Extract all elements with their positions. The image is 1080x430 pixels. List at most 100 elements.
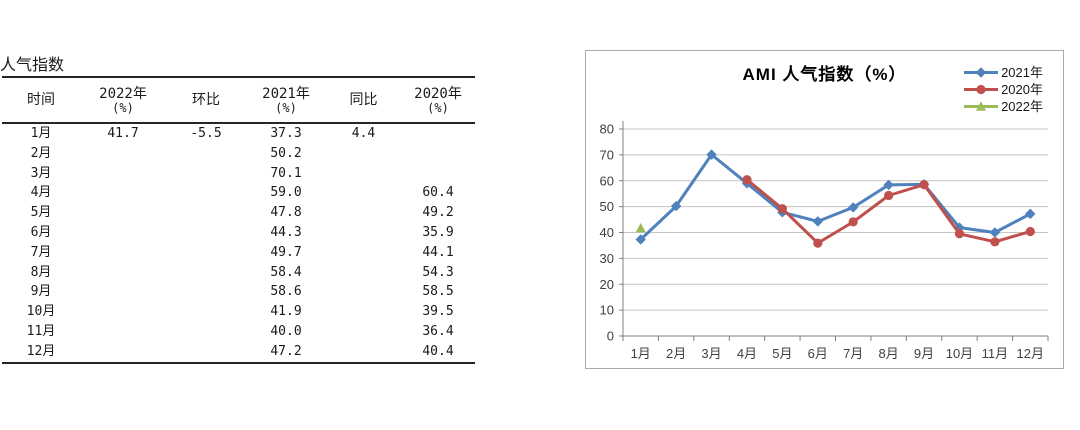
x-axis-tick-label: 6月 (808, 346, 828, 361)
table-cell: 37.3 (270, 126, 302, 141)
y-axis-tick-label: 20 (600, 277, 614, 292)
column-header: 环比 (166, 77, 246, 123)
table-cell: 58.4 (270, 264, 302, 280)
table-cell: 7月 (30, 244, 52, 260)
table-cell (166, 342, 246, 363)
data-point (813, 238, 823, 248)
table-cell: 49.2 (422, 205, 454, 221)
table-cell (166, 164, 246, 184)
table-cell: 70.1 (270, 165, 302, 181)
table-cell: 5月 (30, 205, 52, 221)
table-cell (326, 164, 401, 184)
table-cell (166, 183, 246, 203)
table-cell (326, 203, 401, 223)
column-header-label: 2021年 (262, 85, 310, 102)
table-cell: 54.3 (422, 264, 454, 280)
table-cell: 2月 (30, 145, 52, 161)
column-header-unit: (%) (112, 100, 134, 115)
legend-item: 2021年 (963, 64, 1043, 81)
y-axis-tick-label: 80 (600, 122, 614, 137)
table-cell (80, 243, 166, 263)
legend-marker-shape (976, 84, 986, 95)
y-axis-tick-label: 0 (607, 329, 614, 344)
table-row: 12月 47.2 40.4 (2, 342, 475, 363)
table-cell: 9月 (30, 284, 52, 300)
table-cell (326, 322, 401, 342)
x-axis-tick-label: 9月 (914, 346, 934, 361)
x-axis-tick-label: 3月 (701, 346, 721, 361)
x-axis-tick-label: 1月 (631, 346, 651, 361)
legend-item: 2020年 (963, 81, 1043, 98)
table-cell: 40.0 (270, 323, 302, 339)
x-axis-tick-label: 8月 (879, 346, 899, 361)
column-header: 2022年 (%) (80, 77, 166, 123)
column-header-label: 2022年 (99, 85, 147, 102)
data-point (812, 216, 823, 227)
table-body: 1月 41.7 -5.5 37.3 4.4 2月 50.2 3月 70.1 4月 59.0 60.4 5… (2, 123, 475, 363)
table-cell: 35.9 (422, 224, 454, 240)
table-cell (80, 322, 166, 342)
chart-title: AMI 人气指数（%） (742, 65, 907, 84)
table-cell (326, 302, 401, 322)
table-cell (326, 183, 401, 203)
legend-label: 2020年 (1001, 82, 1043, 97)
table-cell (326, 342, 401, 363)
table-cell: 41.7 (107, 126, 139, 141)
table-cell: 4月 (30, 185, 52, 201)
column-header: 时间 (2, 77, 80, 123)
column-header-label: 2020年 (414, 85, 462, 102)
table-cell (166, 243, 246, 263)
table-header-row: 时间 2022年 (%) 环比 2021年 (%) 同比 2020年 (%) (2, 77, 475, 123)
column-header-label: 时间 (27, 92, 55, 108)
y-axis-tick-label: 10 (600, 303, 614, 318)
column-header: 2021年 (%) (246, 77, 326, 123)
table-cell (326, 223, 401, 243)
table-cell (80, 164, 166, 184)
column-header-unit: (%) (275, 100, 297, 115)
table-cell (80, 263, 166, 283)
table-row: 5月 47.8 49.2 (2, 203, 475, 223)
table-cell (401, 164, 475, 184)
table-cell: 44.3 (270, 224, 302, 240)
table-row: 7月 49.7 44.1 (2, 243, 475, 263)
table-cell (401, 123, 475, 144)
chart-plot: 0 10 20 30 40 50 60 70 80 1月 2月 3月 4月 5月 6月 7月 8月 9月 10月 11… (600, 121, 1049, 361)
table-cell: 60.4 (422, 185, 454, 201)
column-header: 2020年 (%) (401, 77, 475, 123)
column-header: 同比 (326, 77, 401, 123)
popularity-table-section: 人气指数 时间 2022年 (%) 环比 2021年 (%) 同比 2020年 (%) 1月 41… (0, 54, 475, 364)
table-cell (80, 342, 166, 363)
x-axis-tick-label: 10月 (946, 346, 973, 361)
table-cell: 11月 (26, 323, 56, 339)
column-header-unit: (%) (427, 100, 449, 115)
data-point (1025, 226, 1035, 237)
table-row: 4月 59.0 60.4 (2, 183, 475, 203)
data-point (990, 237, 1000, 247)
table-cell (401, 144, 475, 164)
column-header-label: 环比 (192, 92, 220, 108)
table-row: 2月 50.2 (2, 144, 475, 164)
data-point (884, 190, 894, 201)
table-cell: 8月 (30, 264, 52, 280)
y-axis-tick-label: 30 (600, 251, 614, 266)
table-cell (80, 144, 166, 164)
table-cell: 3月 (30, 165, 52, 181)
table-cell: 4.4 (351, 126, 376, 141)
data-point (954, 229, 965, 239)
table-row: 11月 40.0 36.4 (2, 322, 475, 342)
x-axis-tick-label: 7月 (843, 346, 863, 361)
x-axis-tick-label: 11月 (982, 346, 1009, 361)
legend-marker-shape (975, 67, 987, 78)
table-cell: 36.4 (422, 323, 454, 339)
data-point (883, 179, 894, 191)
table-cell (80, 203, 166, 223)
table-cell (80, 282, 166, 302)
table-cell: 47.2 (270, 343, 302, 359)
data-point (670, 200, 682, 212)
data-point (635, 222, 646, 233)
table-cell: 58.5 (422, 284, 454, 300)
table-cell (166, 223, 246, 243)
popularity-table: 时间 2022年 (%) 环比 2021年 (%) 同比 2020年 (%) 1月 41.7 -5.… (2, 76, 475, 364)
data-point (989, 227, 1001, 238)
table-cell (326, 144, 401, 164)
